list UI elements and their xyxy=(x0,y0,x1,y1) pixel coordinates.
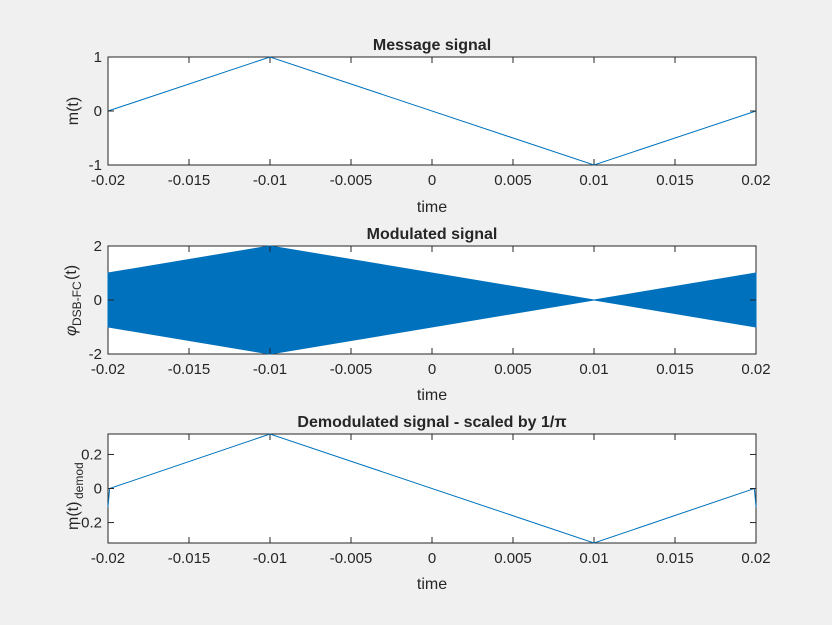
x-tick-label: -0.02 xyxy=(91,361,125,378)
y-tick-label: 0.2 xyxy=(81,446,102,463)
chart-title-message: Message signal xyxy=(373,37,491,54)
x-tick-label: -0.005 xyxy=(330,361,373,378)
svg-text:(t): (t) xyxy=(63,265,80,280)
x-tick-label: 0 xyxy=(428,361,436,378)
x-tick-label: 0.005 xyxy=(494,172,532,189)
svg-text:DSB-FC: DSB-FC xyxy=(70,281,84,326)
x-tick-label: 0.015 xyxy=(656,172,694,189)
plot-area-modulated xyxy=(107,245,757,355)
subplot-message: -0.02 -0.015 -0.01 -0.005 0 0.005 0.01 0.015 0.0… xyxy=(65,37,771,216)
x-tick-label: 0.005 xyxy=(494,550,532,567)
y-tick-label: -0.2 xyxy=(76,515,102,532)
x-tick-label: -0.01 xyxy=(253,172,287,189)
x-tick-label: 0 xyxy=(428,550,436,567)
x-tick-label: 0.02 xyxy=(741,550,770,567)
x-tick-label: 0 xyxy=(428,172,436,189)
x-tick-label: 0.01 xyxy=(579,172,608,189)
subplot-modulated: -0.02 -0.015 -0.01 -0.005 0 0.005 0.01 0.015 0.0… xyxy=(63,226,771,404)
y-tick-label: 2 xyxy=(94,238,102,255)
x-tick-label: -0.01 xyxy=(253,361,287,378)
series-line-0 xyxy=(107,56,757,166)
y-tick-label: 0 xyxy=(94,103,102,120)
y-tick-label: 0 xyxy=(94,481,102,498)
svg-text:φ: φ xyxy=(63,326,80,336)
y-tick-label: -1 xyxy=(89,157,102,174)
x-tick-label: -0.015 xyxy=(168,172,211,189)
ticks-modulated: -0.02 -0.015 -0.01 -0.005 0 0.005 0.01 0.015 0.0… xyxy=(89,238,771,378)
series-envelope xyxy=(107,245,757,355)
x-tick-label: 0.02 xyxy=(741,172,770,189)
series-line-0 xyxy=(107,433,757,544)
x-tick-label: -0.01 xyxy=(253,550,287,567)
x-axis-label-message: time xyxy=(417,199,447,216)
x-tick-label: -0.005 xyxy=(330,172,373,189)
chart-title-demodulated: Demodulated signal - scaled by 1/π xyxy=(297,414,566,431)
x-tick-label: -0.015 xyxy=(168,361,211,378)
chart-title-modulated: Modulated signal xyxy=(367,226,498,243)
x-tick-label: -0.005 xyxy=(330,550,373,567)
x-tick-label: 0.015 xyxy=(656,550,694,567)
plot-area-demodulated xyxy=(107,433,757,544)
x-tick-label: 0.005 xyxy=(494,361,532,378)
y-tick-label: -2 xyxy=(89,346,102,363)
ticks-message: -0.02 -0.015 -0.01 -0.005 0 0.005 0.01 0.015 0.0… xyxy=(89,49,771,189)
svg-text:demod: demod xyxy=(72,462,86,499)
x-tick-label: -0.015 xyxy=(168,550,211,567)
subplot-demodulated: -0.02 -0.015 -0.01 -0.005 0 0.005 0.01 0.015 0.0… xyxy=(65,414,771,593)
ticks-demodulated: -0.02 -0.015 -0.01 -0.005 0 0.005 0.01 0.015 0.0… xyxy=(76,434,771,567)
svg-text:m(t): m(t) xyxy=(65,502,82,530)
y-tick-label: 0 xyxy=(94,292,102,309)
plot-area-message xyxy=(107,56,757,166)
x-axis-label-modulated: time xyxy=(417,387,447,404)
x-tick-label: -0.02 xyxy=(91,172,125,189)
x-tick-label: 0.015 xyxy=(656,361,694,378)
x-tick-label: 0.02 xyxy=(741,361,770,378)
x-tick-label: -0.02 xyxy=(91,550,125,567)
y-axis-label-message: m(t) xyxy=(65,97,82,125)
y-tick-label: 1 xyxy=(94,49,102,66)
x-tick-label: 0.01 xyxy=(579,361,608,378)
x-axis-label-demodulated: time xyxy=(417,576,447,593)
y-axis-label-demodulated: m(t) demod xyxy=(65,462,86,530)
x-tick-label: 0.01 xyxy=(579,550,608,567)
y-axis-label-modulated: φ DSB-FC (t) xyxy=(63,265,84,336)
